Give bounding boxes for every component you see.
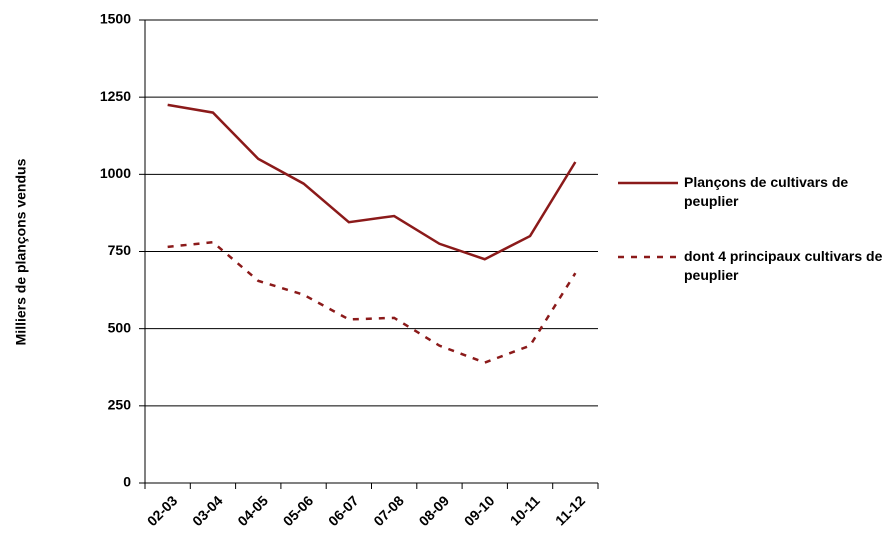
- x-tick-label: 08-09: [416, 492, 453, 529]
- series-line: [167, 240, 577, 364]
- y-tick-label: 1500: [100, 11, 131, 27]
- x-tick-label: 05-06: [280, 492, 317, 529]
- y-axis-label: Milliers de plançons vendus: [13, 158, 29, 345]
- legend-label: dont 4 principaux cultivars de peuplier: [684, 248, 883, 283]
- x-tick-label: 11-12: [552, 492, 588, 528]
- x-tick-label: 09-10: [461, 492, 498, 529]
- x-tick-label: 06-07: [325, 492, 362, 529]
- y-tick-label: 1250: [100, 88, 131, 104]
- y-tick-label: 500: [108, 319, 132, 335]
- x-tick-label: 02-03: [144, 492, 181, 529]
- x-tick-label: 10-11: [507, 492, 543, 528]
- y-tick-label: 750: [108, 242, 132, 258]
- legend-label: Plançons de cultivars de peuplier: [684, 174, 849, 209]
- series-line: [167, 103, 577, 261]
- x-tick-label: 03-04: [189, 492, 226, 529]
- y-tick-label: 0: [123, 474, 131, 490]
- y-tick-label: 1000: [100, 165, 131, 181]
- x-tick-label: 04-05: [234, 492, 271, 529]
- y-tick-label: 250: [108, 397, 132, 413]
- x-tick-label: 07-08: [370, 492, 407, 529]
